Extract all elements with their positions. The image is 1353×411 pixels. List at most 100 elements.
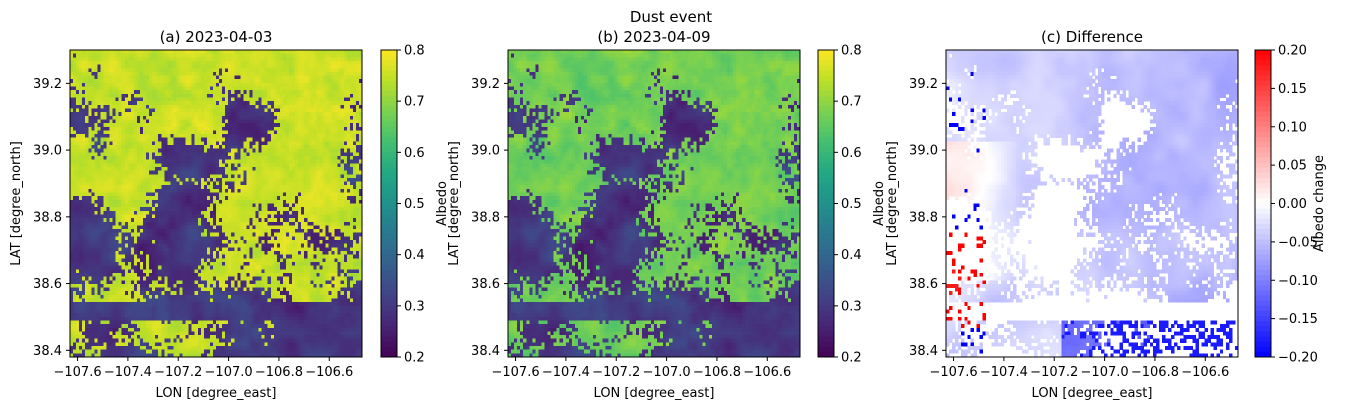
- heatmap-cell: [73, 196, 76, 200]
- heatmap-cell: [268, 141, 271, 145]
- heatmap-cell: [113, 149, 116, 153]
- heatmap-cell: [110, 90, 113, 94]
- heatmap-cell: [122, 160, 125, 164]
- heatmap-cell: [152, 233, 155, 237]
- heatmap-cell: [322, 193, 325, 197]
- heatmap-cell: [265, 152, 268, 156]
- heatmap-cell: [344, 94, 347, 98]
- heatmap-cell: [152, 101, 155, 105]
- heatmap-cell: [262, 123, 265, 127]
- heatmap-cell: [134, 174, 137, 178]
- heatmap-cell: [158, 204, 161, 208]
- heatmap-cell: [347, 222, 350, 226]
- heatmap-cell: [180, 90, 183, 94]
- heatmap-cell: [143, 141, 146, 145]
- heatmap-cell: [326, 196, 329, 200]
- heatmap-cell: [100, 178, 103, 182]
- heatmap-cell: [319, 182, 322, 186]
- heatmap-cell: [186, 178, 189, 182]
- heatmap-cell: [79, 72, 82, 76]
- heatmap-cell: [201, 145, 204, 149]
- heatmap-cell: [286, 229, 289, 233]
- heatmap-cell: [180, 79, 183, 83]
- heatmap-cell: [131, 134, 134, 138]
- heatmap-cell: [207, 94, 210, 98]
- heatmap-cell: [307, 196, 310, 200]
- heatmap-cell: [140, 116, 143, 120]
- heatmap-cell: [322, 229, 325, 233]
- heatmap-cell: [122, 76, 125, 80]
- heatmap-cell: [143, 236, 146, 240]
- heatmap-cell: [204, 112, 207, 116]
- heatmap-cell: [225, 182, 228, 186]
- heatmap-cell: [201, 200, 204, 204]
- heatmap-cell: [344, 127, 347, 131]
- heatmap-cell: [146, 79, 149, 83]
- heatmap-cell: [246, 185, 249, 189]
- heatmap-cell: [335, 108, 338, 112]
- heatmap-cell: [125, 87, 128, 91]
- heatmap-cell: [161, 149, 164, 153]
- heatmap-cell: [283, 79, 286, 83]
- heatmap-cell: [82, 189, 85, 193]
- heatmap-cell: [253, 174, 256, 178]
- heatmap-cell: [329, 138, 332, 142]
- heatmap-cell: [216, 178, 219, 182]
- heatmap-cell: [310, 54, 313, 58]
- heatmap-cell: [243, 79, 246, 83]
- heatmap-cell: [319, 178, 322, 182]
- heatmap-cell: [88, 87, 91, 91]
- heatmap-cell: [195, 193, 198, 197]
- heatmap-cell: [347, 207, 350, 211]
- heatmap-cell: [131, 185, 134, 189]
- heatmap-cell: [94, 105, 97, 109]
- heatmap-cell: [313, 94, 316, 98]
- heatmap-cell: [249, 189, 252, 193]
- heatmap-cell: [186, 167, 189, 171]
- heatmap-cell: [338, 123, 341, 127]
- heatmap-cell: [253, 236, 256, 240]
- heatmap-cell: [186, 112, 189, 116]
- heatmap-cell: [286, 116, 289, 120]
- heatmap-cell: [79, 218, 82, 222]
- heatmap-cell: [338, 119, 341, 123]
- heatmap-cell: [253, 211, 256, 215]
- heatmap-cell: [246, 149, 249, 153]
- heatmap-cell: [213, 83, 216, 87]
- heatmap-cell: [289, 156, 292, 160]
- heatmap-cell: [146, 87, 149, 91]
- heatmap-cell: [170, 119, 173, 123]
- heatmap-cell: [76, 123, 79, 127]
- heatmap-cell: [152, 83, 155, 87]
- heatmap-cell: [167, 50, 170, 54]
- heatmap-cell: [134, 229, 137, 233]
- heatmap-cell: [88, 130, 91, 134]
- heatmap-cell: [119, 178, 122, 182]
- heatmap-cell: [316, 152, 319, 156]
- heatmap-cell: [128, 160, 131, 164]
- heatmap-cell: [268, 119, 271, 123]
- heatmap-cell: [173, 130, 176, 134]
- heatmap-cell: [271, 211, 274, 215]
- heatmap-cell: [353, 218, 356, 222]
- heatmap-cell: [170, 185, 173, 189]
- heatmap-cell: [341, 149, 344, 153]
- heatmap-cell: [289, 214, 292, 218]
- heatmap-cell: [204, 61, 207, 65]
- heatmap-cell: [277, 61, 280, 65]
- heatmap-cell: [240, 189, 243, 193]
- heatmap-cell: [110, 138, 113, 142]
- heatmap-cell: [85, 174, 88, 178]
- heatmap-cell: [170, 200, 173, 204]
- heatmap-cell: [140, 145, 143, 149]
- heatmap-cell: [103, 156, 106, 160]
- heatmap-cell: [207, 87, 210, 91]
- heatmap-cell: [76, 127, 79, 131]
- heatmap-cell: [137, 65, 140, 69]
- heatmap-cell: [125, 178, 128, 182]
- heatmap-cell: [259, 171, 262, 175]
- heatmap-cell: [119, 204, 122, 208]
- heatmap-cell: [253, 156, 256, 160]
- heatmap-cell: [158, 61, 161, 65]
- heatmap-cell: [298, 185, 301, 189]
